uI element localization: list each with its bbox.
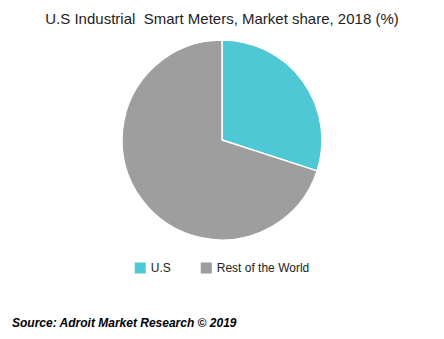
pie [122, 40, 322, 240]
legend-item: U.S [135, 261, 171, 275]
legend-item: Rest of the World [201, 261, 309, 275]
legend-label: U.S [151, 261, 171, 275]
legend: U.S Rest of the World [135, 261, 310, 275]
legend-swatch [201, 263, 212, 274]
legend-swatch [135, 263, 146, 274]
source-note: Source: Adroit Market Research © 2019 [12, 316, 237, 330]
legend-label: Rest of the World [217, 261, 309, 275]
title: U.S Industrial Smart Meters, Market shar… [45, 10, 398, 27]
slice [122, 40, 317, 240]
chart: U.S Industrial Smart Meters, Market shar… [0, 0, 444, 339]
chart-container: U.S Industrial Smart Meters, Market shar… [0, 0, 444, 339]
